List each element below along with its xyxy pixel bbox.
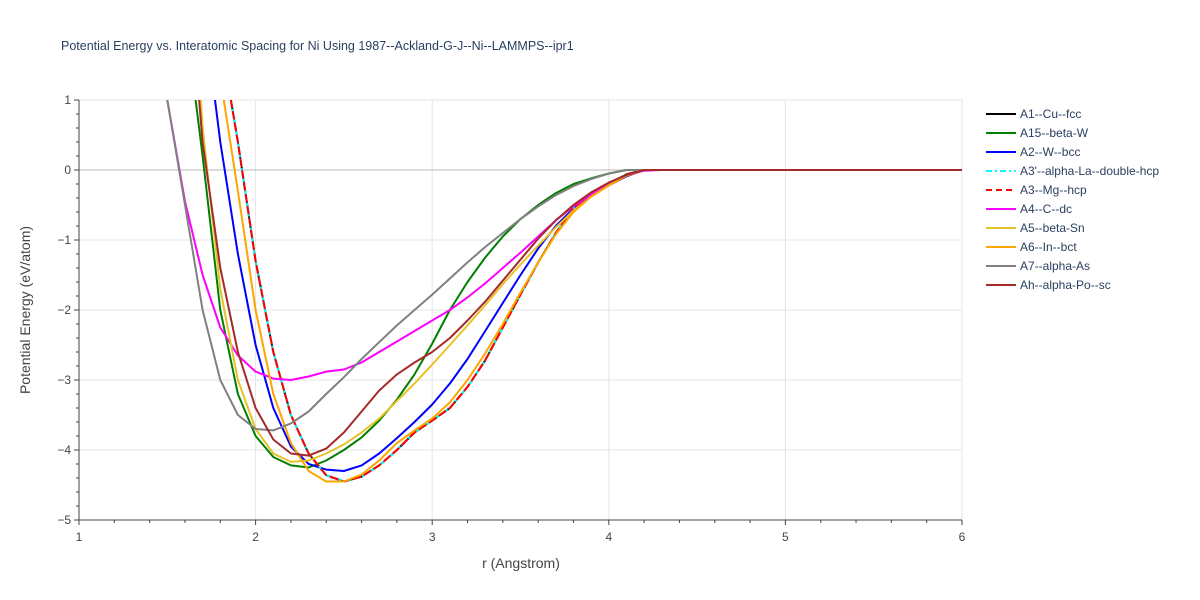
legend-label: A3--Mg--hcp [1020, 183, 1087, 197]
legend-item[interactable]: A3--Mg--hcp [986, 183, 1087, 197]
legend-label: A6--In--bct [1020, 240, 1077, 254]
y-tick-label: 0 [64, 163, 71, 177]
series-line-2 [214, 100, 962, 472]
series-line-8 [166, 100, 962, 432]
y-tick-label: −3 [57, 373, 71, 387]
legend[interactable]: A1--Cu--fcc A15--beta-W A2--W--bcc A3'--alp… [986, 107, 1159, 292]
legend-item[interactable]: A5--beta-Sn [986, 221, 1085, 235]
legend-item[interactable]: Ah--alpha-Po--sc [986, 278, 1111, 292]
x-tick-label: 6 [959, 530, 966, 544]
legend-item[interactable]: A2--W--bcc [986, 145, 1080, 159]
legend-item[interactable]: A6--In--bct [986, 240, 1077, 254]
legend-label: A3'--alpha-La--double-hcp [1020, 164, 1159, 178]
legend-label: A7--alpha-As [1020, 259, 1090, 273]
x-tick-label: 3 [429, 530, 436, 544]
y-tick-label: −1 [57, 233, 71, 247]
series-line-3 [229, 100, 962, 483]
series-lines [166, 100, 962, 483]
x-tick-label: 4 [605, 530, 612, 544]
series-line-9 [198, 100, 962, 457]
legend-item[interactable]: A15--beta-W [986, 126, 1089, 140]
legend-item[interactable]: A4--C--dc [986, 202, 1072, 216]
legend-label: A15--beta-W [1020, 126, 1089, 140]
series-line-5 [166, 100, 962, 381]
legend-label: A4--C--dc [1020, 202, 1072, 216]
y-tick-label: 1 [64, 93, 71, 107]
series-line-7 [222, 100, 962, 483]
y-tick-label: −2 [57, 303, 71, 317]
x-axis-title: r (Angstrom) [482, 555, 560, 571]
legend-label: Ah--alpha-Po--sc [1020, 278, 1111, 292]
series-line-4 [229, 100, 962, 483]
tick-labels: 1 2 3 4 5 6 1 0 −1 −2 −3 −4 −5 [57, 93, 965, 544]
x-tick-label: 2 [252, 530, 259, 544]
grid-lines [79, 99, 963, 520]
axes [74, 99, 963, 525]
legend-item[interactable]: A1--Cu--fcc [986, 107, 1081, 121]
series-line-0 [229, 100, 962, 483]
y-axis-title: Potential Energy (eV/atom) [17, 226, 33, 394]
legend-label: A2--W--bcc [1020, 145, 1080, 159]
y-tick-label: −5 [57, 513, 71, 527]
x-tick-label: 5 [782, 530, 789, 544]
series-line-6 [199, 100, 962, 463]
chart-title: Potential Energy vs. Interatomic Spacing… [61, 39, 574, 53]
x-tick-label: 1 [76, 530, 83, 544]
legend-label: A1--Cu--fcc [1020, 107, 1081, 121]
legend-item[interactable]: A3'--alpha-La--double-hcp [986, 164, 1159, 178]
y-tick-label: −4 [57, 443, 71, 457]
series-line-1 [194, 100, 962, 469]
legend-item[interactable]: A7--alpha-As [986, 259, 1090, 273]
legend-label: A5--beta-Sn [1020, 221, 1085, 235]
